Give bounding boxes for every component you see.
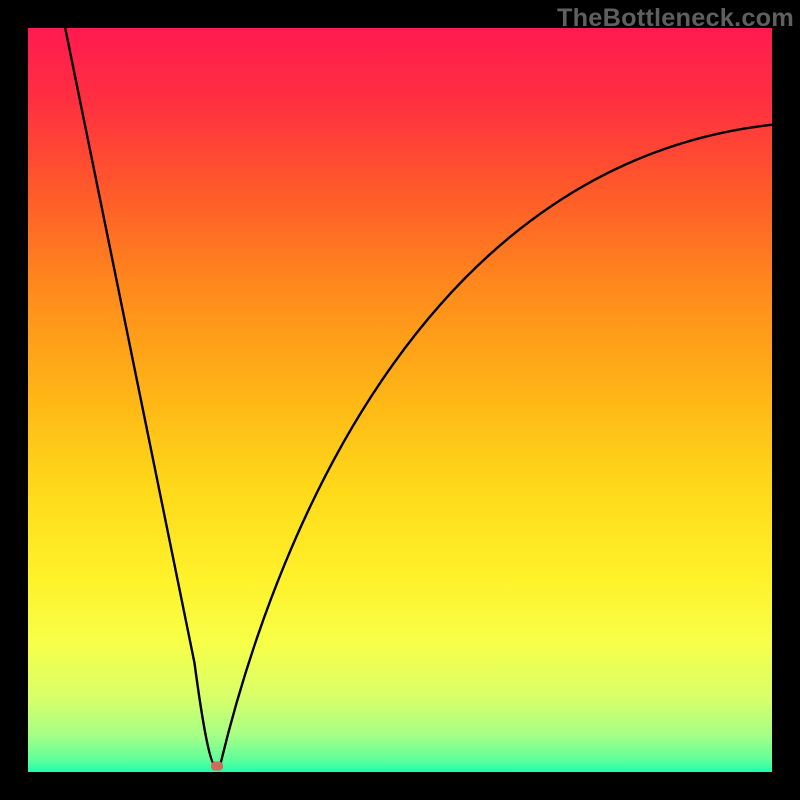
- plot-area: [28, 28, 772, 772]
- bottleneck-chart: [0, 0, 800, 800]
- chart-stage: TheBottleneck.com: [0, 0, 800, 800]
- minimum-marker: [211, 762, 223, 771]
